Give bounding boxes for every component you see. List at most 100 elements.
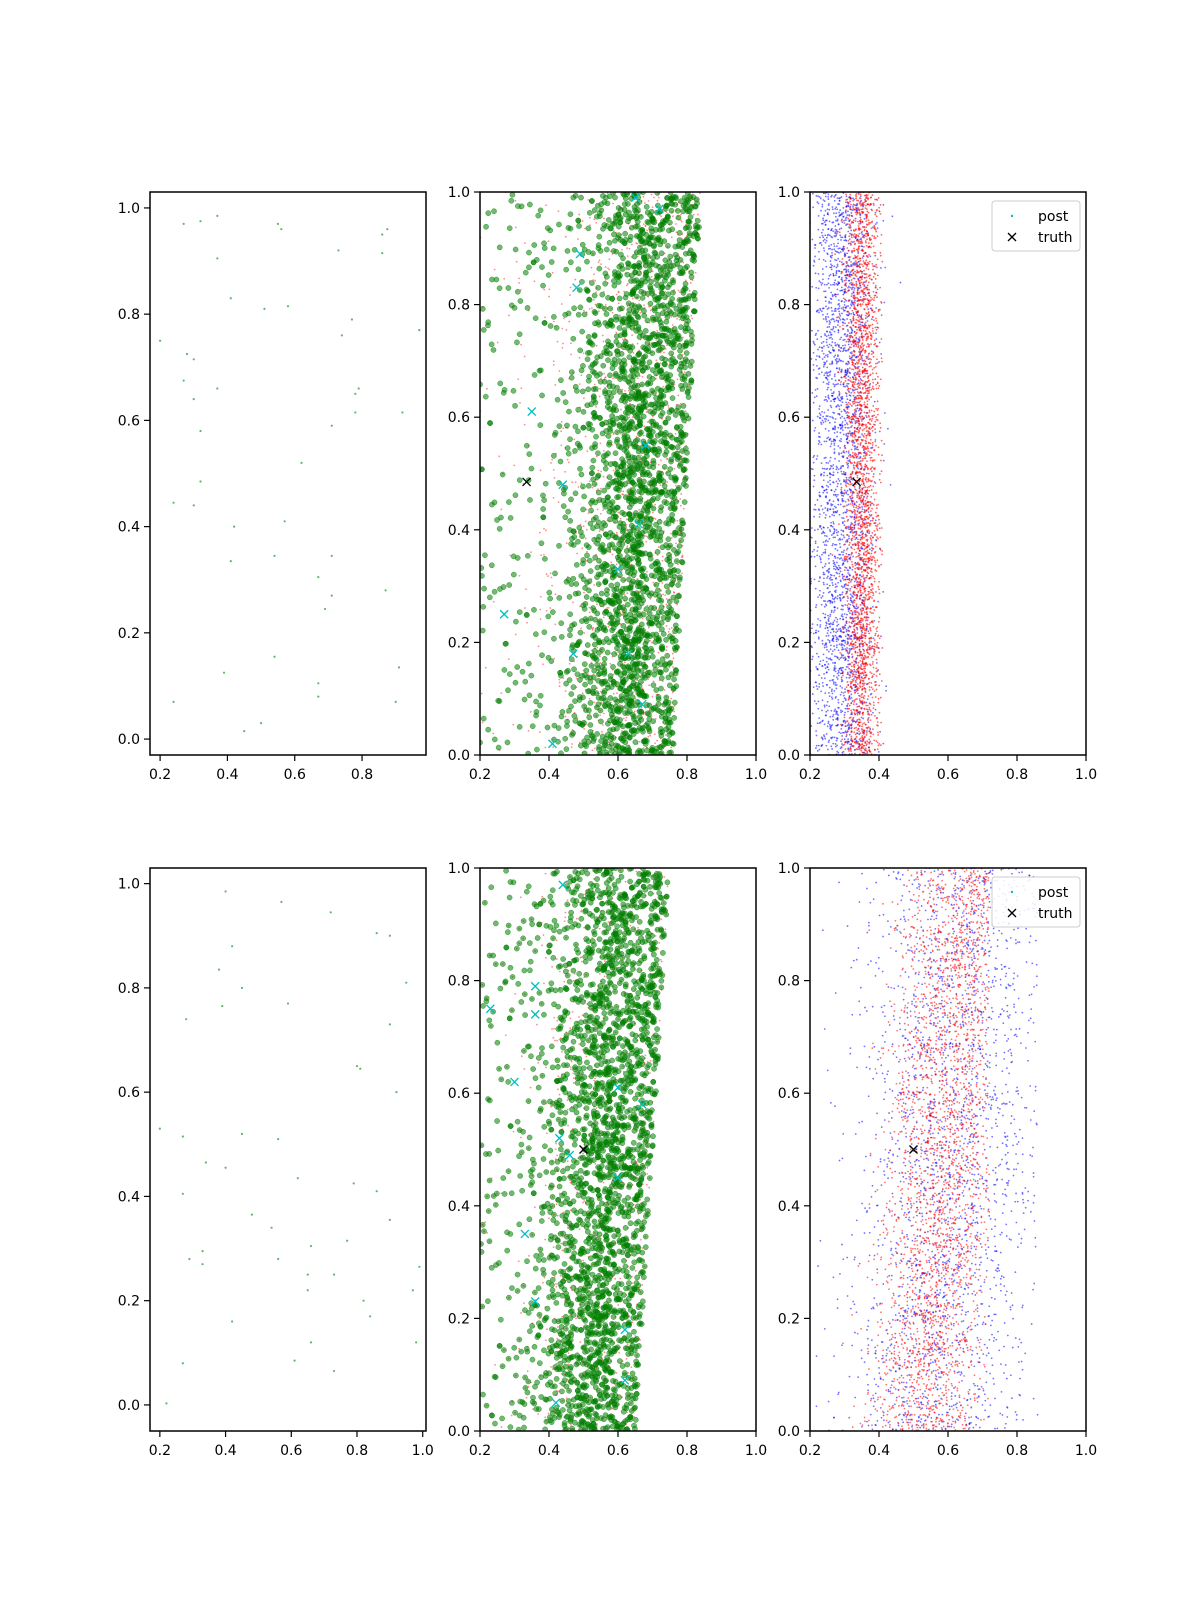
- scatter-point-green: [654, 254, 661, 260]
- scatter-point-green: [595, 581, 602, 587]
- post-point-blue: [834, 681, 837, 684]
- scatter-point-red: [651, 206, 654, 209]
- scatter-point-green: [601, 349, 608, 356]
- scatter-point-green: [626, 511, 633, 518]
- scatter-point-green: [585, 707, 592, 714]
- post-point-blue: [827, 629, 830, 632]
- scatter-point-red: [627, 389, 630, 392]
- scatter-point-red: [621, 493, 624, 496]
- y-tick-label: 0.6: [778, 410, 800, 426]
- scatter-point-red: [578, 383, 581, 386]
- post-point-blue: [839, 570, 842, 573]
- scatter-point-green: [609, 499, 616, 505]
- scatter-point-green: [606, 441, 612, 448]
- scatter-point-red: [539, 608, 542, 611]
- scatter-point-green: [688, 341, 695, 347]
- post-point-blue: [834, 379, 837, 382]
- post-point-blue: [830, 318, 833, 321]
- scatter-point-green: [582, 681, 588, 688]
- scatter-point-green: [648, 208, 655, 215]
- scatter-point-green: [663, 203, 669, 210]
- scatter-point-red: [611, 311, 614, 314]
- scatter-point-green: [681, 499, 688, 505]
- scatter-point: [182, 222, 185, 225]
- scatter-point-green: [597, 248, 604, 254]
- scatter-point-green: [650, 331, 657, 337]
- post-point-blue: [820, 528, 823, 530]
- axes-panel-3: 0.2 0.4 0.6 0.8 1.00.00.20.40.60.81.0posttru…: [778, 185, 1097, 783]
- scatter-point-green: [596, 233, 603, 240]
- post-point-blue: [837, 257, 840, 260]
- scatter-point-green: [620, 622, 627, 629]
- scatter-point-green: [564, 422, 570, 429]
- scatter-point-red: [647, 678, 650, 680]
- scatter-point-green: [634, 423, 641, 430]
- y-tick-label: 1.0: [448, 185, 470, 201]
- scatter-point-green: [567, 626, 573, 633]
- scatter-point-green: [627, 516, 634, 523]
- scatter-point-green: [612, 534, 619, 541]
- scatter-point-green: [537, 692, 544, 699]
- scatter-point-green: [581, 741, 588, 748]
- scatter-point-green: [612, 361, 618, 368]
- scatter-point-green: [645, 654, 651, 661]
- scatter-point-red: [538, 731, 541, 733]
- scatter-point-red: [630, 365, 633, 368]
- post-point-blue: [833, 442, 836, 445]
- post-point-blue: [836, 597, 839, 600]
- scatter-point-green: [581, 703, 588, 710]
- post-point-blue: [840, 680, 843, 683]
- scatter-point-green: [589, 689, 596, 695]
- scatter-point-green: [646, 728, 653, 735]
- scatter-point-green: [666, 604, 673, 610]
- post-point-blue: [840, 307, 843, 310]
- post-point-blue: [832, 327, 835, 330]
- post-point-blue: [816, 623, 819, 626]
- post-point-blue: [822, 199, 825, 201]
- scatter-point: [384, 589, 387, 592]
- post-point-blue: [860, 245, 863, 248]
- scatter-point-green: [662, 429, 669, 436]
- scatter-point-green: [480, 327, 487, 333]
- post-point-blue: [817, 214, 820, 217]
- scatter-point-red: [503, 277, 506, 280]
- scatter-point-green: [593, 433, 599, 440]
- post-point-blue: [847, 597, 849, 600]
- scatter-point-green: [568, 369, 575, 375]
- scatter-point-green: [506, 582, 513, 588]
- scatter-point-green: [626, 424, 633, 430]
- scatter-point-green: [571, 621, 578, 627]
- scatter-point-red: [659, 484, 662, 487]
- scatter-point-red: [518, 574, 521, 577]
- scatter-point-green: [637, 513, 643, 520]
- scatter-point-green: [563, 746, 570, 752]
- scatter-point-red: [660, 215, 663, 218]
- scatter-point-red: [657, 463, 660, 466]
- scatter-point-green: [595, 302, 602, 309]
- scatter-point-green: [635, 390, 642, 396]
- scatter-point-green: [628, 618, 635, 625]
- scatter-point-red: [636, 342, 639, 345]
- scatter-point-green: [514, 288, 521, 295]
- scatter-point-red: [609, 662, 612, 665]
- scatter-point-green: [661, 361, 668, 367]
- scatter-point-green: [567, 611, 574, 618]
- scatter-point-green: [677, 347, 683, 354]
- scatter-point-red: [594, 279, 597, 282]
- post-point-blue: [838, 260, 841, 263]
- post-point-blue: [814, 247, 816, 249]
- scatter-point-green: [516, 724, 523, 730]
- scatter-point-green: [586, 557, 593, 564]
- post-point-blue: [837, 468, 840, 471]
- scatter-point-green: [528, 465, 535, 472]
- scatter-point-green: [607, 695, 614, 701]
- scatter-point-green: [671, 529, 678, 536]
- scatter-point-green: [665, 589, 672, 595]
- scatter-point-red: [623, 290, 625, 293]
- scatter-point-green: [506, 499, 512, 505]
- post-point-blue: [818, 674, 820, 677]
- scatter-point-green: [615, 279, 622, 285]
- scatter-point-red: [675, 542, 677, 545]
- scatter-point-green: [669, 295, 675, 302]
